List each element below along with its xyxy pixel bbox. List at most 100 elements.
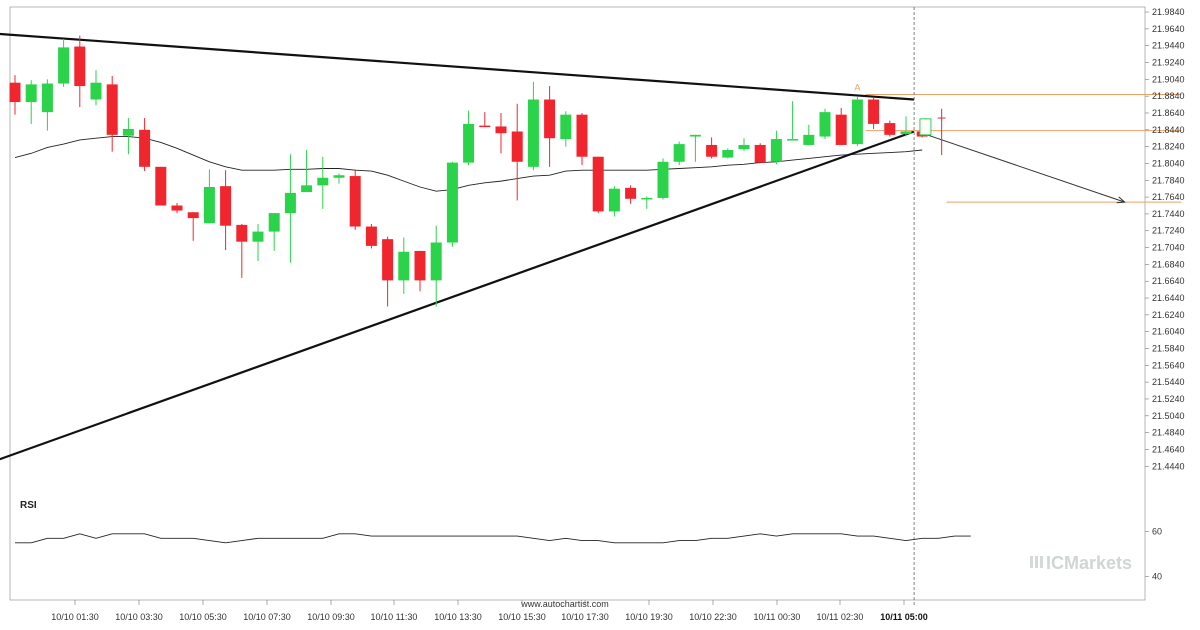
candle-body: [41, 83, 53, 113]
candle: [365, 224, 377, 249]
y-tick-label: 21.6240: [1152, 310, 1185, 320]
chart-frame: [9, 6, 1146, 601]
y-tick-label: 21.9640: [1152, 24, 1185, 34]
candle-body: [819, 112, 831, 137]
candle-body: [673, 144, 685, 162]
x-tick-label: 10/10 11:30: [371, 612, 418, 622]
candle: [187, 212, 199, 241]
candle: [479, 112, 491, 128]
candle: [349, 169, 361, 230]
candle-body: [9, 82, 21, 103]
candle-body: [738, 144, 750, 150]
candle-body: [592, 156, 604, 212]
candle: [625, 185, 637, 204]
candle: [754, 143, 766, 163]
candle: [608, 186, 620, 217]
candle: [544, 86, 556, 167]
candle: [511, 103, 523, 201]
candle-body: [58, 47, 70, 84]
y-tick-label: 21.8240: [1152, 142, 1185, 152]
candle: [58, 38, 70, 87]
rsi-line: [15, 533, 971, 544]
y-tick-label: 21.5840: [1152, 344, 1185, 354]
candle-body: [106, 84, 118, 135]
candle: [738, 138, 750, 151]
candle-body: [803, 134, 815, 145]
y-tick-label: 21.8440: [1152, 125, 1185, 135]
candle: [689, 134, 701, 162]
candle-body: [382, 239, 394, 281]
support-trendline: [0, 130, 915, 461]
time-axis: 10/10 01:30 10/10 03:30 10/10 05:30 10/10 0…: [51, 600, 928, 622]
candle: [835, 107, 847, 145]
candle-body: [641, 197, 653, 200]
x-tick-label: 10/10 03:30: [115, 612, 163, 622]
plot-border: [9, 6, 1146, 601]
candle-body: [252, 231, 264, 242]
candle: [495, 112, 507, 154]
candle: [90, 70, 102, 106]
y-tick-label: 21.9840: [1152, 7, 1185, 17]
candle-body: [511, 131, 523, 162]
y-tick-label: 21.9440: [1152, 41, 1185, 51]
forecast-candle: [919, 118, 932, 136]
candle: [657, 158, 669, 200]
candle: [527, 81, 539, 171]
candle-body: [754, 144, 766, 163]
y-tick-label: 21.6840: [1152, 259, 1185, 269]
rsi-tick-label: 40: [1152, 572, 1162, 582]
candle: [722, 148, 734, 159]
x-tick-label: 10/10 22:30: [689, 612, 737, 622]
candle: [252, 224, 264, 262]
candle: [803, 124, 815, 145]
candle-body: [835, 114, 847, 145]
x-tick-label: 10/10 05:30: [179, 612, 227, 622]
candle-body: [25, 84, 37, 103]
y-tick-label: 21.8840: [1152, 91, 1185, 101]
candle-body: [220, 186, 232, 226]
candle: [398, 237, 410, 294]
candle-body: [203, 187, 215, 224]
x-tick-label: 10/10 09:30: [307, 612, 355, 622]
candle-body: [657, 161, 669, 198]
candle-body: [560, 114, 572, 140]
autochartist-watermark: www.autochartist.com: [520, 599, 609, 609]
y-tick-label: 21.7840: [1152, 175, 1185, 185]
rsi-label: RSI: [20, 500, 37, 511]
candle: [236, 224, 248, 278]
candle-body: [479, 125, 491, 128]
y-tick-label: 21.5440: [1152, 377, 1185, 387]
candle: [851, 97, 863, 146]
candle: [787, 101, 799, 141]
rsi-panel: RSI 60 40: [15, 500, 1162, 582]
candle-body: [463, 123, 475, 163]
x-tick-label: 10/10 19:30: [625, 612, 673, 622]
candle: [284, 154, 296, 263]
candle: [9, 75, 21, 115]
candle: [884, 120, 896, 137]
candle-body: [851, 99, 863, 145]
candle: [301, 149, 313, 193]
candle: [900, 116, 912, 137]
y-tick-label: 21.6640: [1152, 276, 1185, 286]
y-tick-label: 21.5040: [1152, 411, 1185, 421]
price-axis: 21.9840 21.9640 21.9440 21.9240 21.9040 21.88…: [1145, 7, 1185, 471]
y-tick-label: 21.6040: [1152, 327, 1185, 337]
candle-body: [139, 129, 151, 167]
candle-body: [398, 251, 410, 281]
y-tick-label: 21.7040: [1152, 243, 1185, 253]
candle: [139, 118, 151, 172]
candle-body: [576, 114, 588, 157]
forecast-arrow-head: [1116, 196, 1126, 204]
candle: [268, 213, 280, 251]
candle: [706, 137, 718, 159]
y-tick-label: 21.9240: [1152, 58, 1185, 68]
y-tick-label: 21.4840: [1152, 428, 1185, 438]
candle-body: [284, 192, 296, 214]
y-tick-label: 21.6440: [1152, 293, 1185, 303]
candle-body: [187, 212, 199, 219]
candle: [220, 170, 232, 251]
candle-body: [495, 126, 507, 134]
candle: [382, 236, 394, 307]
